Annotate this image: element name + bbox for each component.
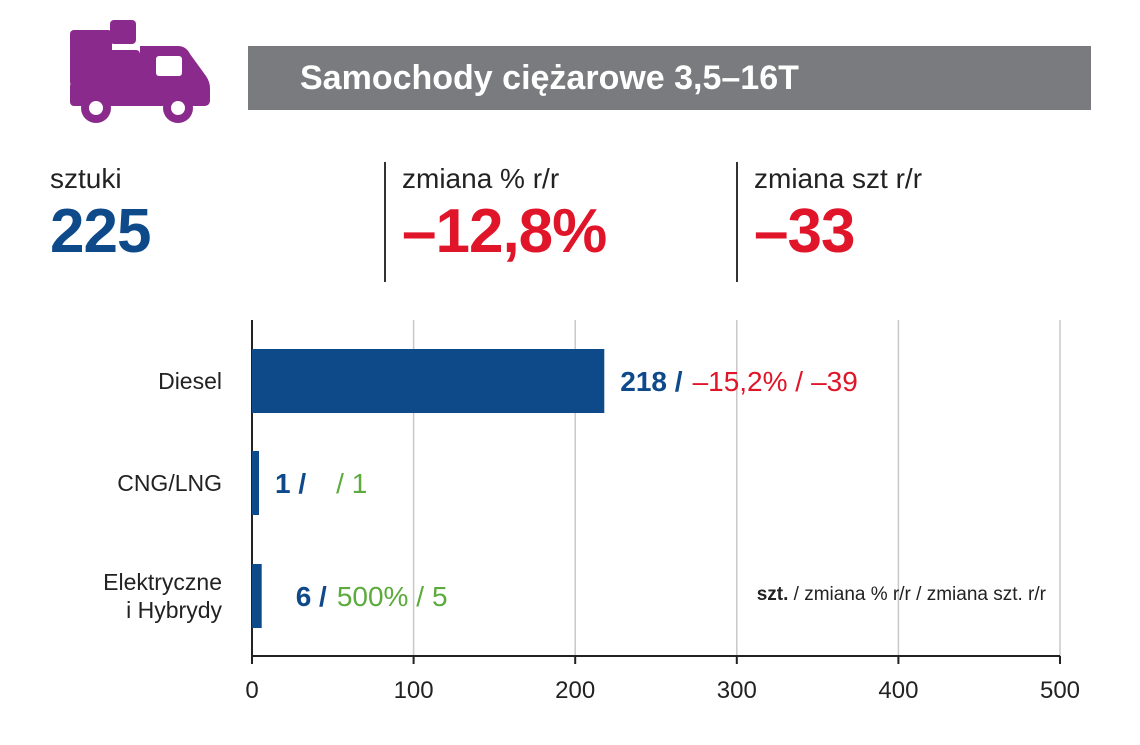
kpi-unit-change-value: –33 [754, 197, 855, 266]
bar-chart: 0 100 200 300 400 500 Diesel 218 / –15,2% / –39 CN… [103, 320, 1080, 704]
category-label: Diesel [158, 368, 222, 394]
data-label-percent: 500% / [337, 581, 424, 612]
data-label-count: 218 / [620, 366, 682, 397]
data-label-delta: / 1 [336, 468, 367, 499]
category-label: CNG/LNG [117, 470, 222, 496]
kpi-percent-change-label: zmiana % r/r [402, 163, 560, 194]
kpi-units-label: sztuki [50, 163, 122, 194]
category-label-line: Elektryczne [103, 569, 222, 595]
category-label-line: Diesel [158, 368, 222, 394]
legend-note: szt. / zmiana % r/r / zmiana szt. r/r [757, 584, 1047, 605]
data-label-percent: –15,2% / [693, 366, 804, 397]
data-label-count: 6 / [296, 581, 327, 612]
data-label: 1 / / 1 [275, 468, 367, 499]
data-label-delta: –39 [811, 366, 858, 397]
category-label: Elektryczne i Hybrydy [103, 569, 222, 623]
x-tick-label: 0 [245, 677, 258, 704]
data-label-count: 1 / [275, 468, 306, 499]
kpi-divider [384, 162, 386, 282]
page-title: Samochody ciężarowe 3,5–16T [248, 46, 1091, 110]
category-label-line: CNG/LNG [117, 470, 222, 496]
legend-note-rest: / zmiana % r/r / zmiana szt. r/r [788, 584, 1046, 605]
x-tick-label: 400 [878, 677, 918, 704]
kpi-divider [736, 162, 738, 282]
kpi-unit-change: zmiana szt r/r –33 [754, 162, 922, 268]
kpi-units: sztuki 225 [50, 162, 151, 268]
category-label-line: i Hybrydy [126, 597, 222, 623]
bar [252, 451, 259, 515]
kpi-units-value: 225 [50, 197, 151, 266]
bar [252, 564, 262, 628]
legend-note-bold: szt. [757, 584, 789, 605]
x-tick-label: 300 [717, 677, 757, 704]
x-tick-label: 100 [394, 677, 434, 704]
kpi-unit-change-label: zmiana szt r/r [754, 163, 923, 194]
kpi-percent-change-value: –12,8% [402, 197, 607, 266]
bar [252, 349, 605, 413]
data-label: 6 / 500% / 5 [296, 581, 448, 612]
x-tick-label: 200 [555, 677, 595, 704]
data-label-delta: 5 [432, 581, 448, 612]
x-tick-label: 500 [1040, 677, 1080, 704]
kpi-percent-change: zmiana % r/r –12,8% [402, 162, 607, 268]
data-label: 218 / –15,2% / –39 [620, 366, 858, 397]
delivery-truck-icon [70, 20, 210, 123]
